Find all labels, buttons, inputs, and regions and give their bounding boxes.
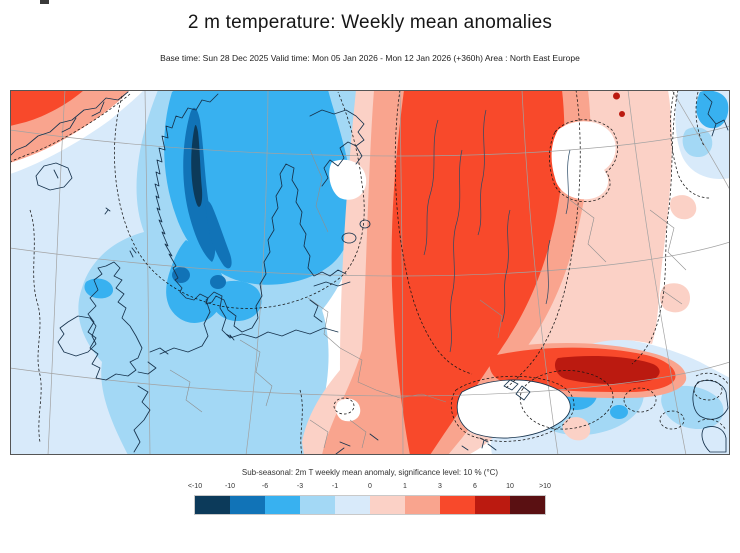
colorbar-tick-label: 10	[506, 483, 514, 490]
colorbar-tick-label: -3	[296, 483, 304, 490]
colorbar-tick-label: 0	[368, 483, 372, 490]
colorbar-swatch	[475, 496, 510, 514]
colorbar-swatch	[440, 496, 475, 514]
map-canvas	[9, 89, 731, 456]
colorbar-swatch	[370, 496, 405, 514]
colorbar-tick-label: 3	[438, 483, 442, 490]
anomaly-fill-regions	[10, 90, 730, 455]
colorbar-swatch	[510, 496, 545, 514]
colorbar-swatch	[335, 496, 370, 514]
colorbar-tick-label: 1	[403, 483, 407, 490]
page-title: 2 m temperature: Weekly mean anomalies	[187, 12, 553, 33]
graticule-lines	[9, 89, 731, 456]
country-borders	[169, 149, 687, 449]
anomaly-map	[9, 89, 731, 456]
colorbar-swatch	[300, 496, 335, 514]
colorbar-tick-label: >10	[539, 483, 551, 490]
coastlines	[9, 91, 729, 455]
colorbar-tick-label: -10	[224, 483, 236, 490]
map-frame	[10, 90, 730, 455]
colorbar-tick-label: -6	[261, 483, 269, 490]
colorbar-swatch	[265, 496, 300, 514]
colorbar-swatch	[405, 496, 440, 514]
colorbar-tick-label: -1	[331, 483, 339, 490]
rivers	[423, 109, 571, 353]
colorbar-title: Sub-seasonal: 2m T weekly mean anomaly, …	[241, 468, 499, 477]
colorbar-tick-label: 6	[473, 483, 477, 490]
colorbar-tick-label: <-10	[187, 483, 203, 490]
colorbar-swatch	[230, 496, 265, 514]
colorbar-swatches	[194, 495, 546, 515]
page-subtitle: Base time: Sun 28 Dec 2025 Valid time: M…	[160, 53, 580, 63]
colorbar-ticks: <-10 -10 -6 -3 -1 0 1 3 6 10 >10	[188, 483, 551, 493]
colorbar-swatch	[195, 496, 230, 514]
significance-contours	[9, 89, 729, 456]
cropped-logo-fragment	[40, 0, 49, 4]
